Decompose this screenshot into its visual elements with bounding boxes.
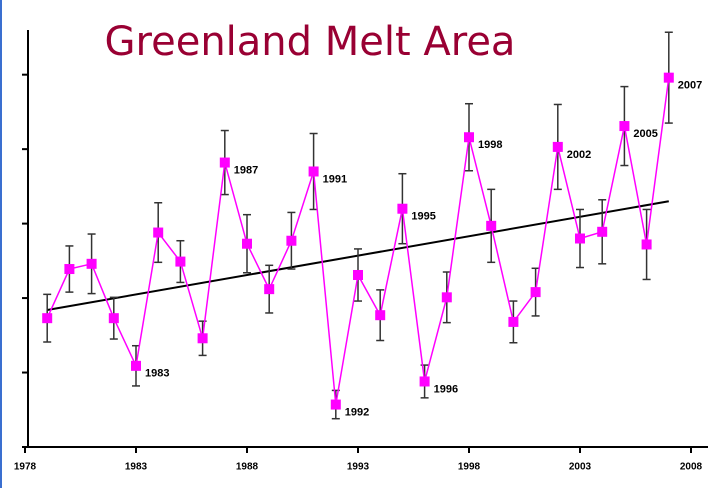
x-tick-label: 2003: [569, 462, 592, 473]
point: [642, 239, 652, 249]
point-label: 2002: [567, 149, 591, 161]
point: [64, 264, 74, 274]
point: [619, 121, 629, 131]
x-tick-label: 1993: [347, 462, 370, 473]
point: [331, 400, 341, 410]
point: [87, 259, 97, 269]
point-label: 2005: [633, 128, 657, 140]
point-label: 1991: [323, 173, 347, 185]
point: [575, 234, 585, 244]
point: [131, 361, 141, 371]
point: [353, 270, 363, 280]
point: [242, 239, 252, 249]
point: [553, 142, 563, 152]
point: [309, 166, 319, 176]
point: [264, 284, 274, 294]
point: [486, 221, 496, 231]
point-label: 2007: [678, 80, 702, 92]
x-tick-label: 1983: [125, 462, 148, 473]
point-label: 1996: [434, 383, 458, 395]
point: [175, 257, 185, 267]
chart: Greenland Melt Area 1978 1983 1988 1993 1998…: [0, 0, 710, 488]
point-label: 1983: [145, 368, 169, 380]
chart-title: Greenland Melt Area: [105, 19, 516, 65]
point: [464, 132, 474, 142]
point: [597, 227, 607, 237]
point: [397, 204, 407, 214]
point-label: 1992: [345, 406, 369, 418]
x-tick-label: 2008: [680, 462, 703, 473]
point: [664, 73, 674, 83]
point: [198, 333, 208, 343]
point: [442, 292, 452, 302]
point-label: 1995: [411, 211, 435, 223]
x-tick-label: 1998: [458, 462, 481, 473]
point-label: 1998: [478, 139, 502, 151]
point: [508, 317, 518, 327]
point: [420, 376, 430, 386]
point: [153, 228, 163, 238]
point: [220, 158, 230, 168]
x-tick-label: 1988: [236, 462, 259, 473]
point: [375, 310, 385, 320]
point: [42, 313, 52, 323]
point-label: 1987: [234, 164, 258, 176]
x-tick-label: 1978: [14, 462, 37, 473]
point: [286, 236, 296, 246]
point: [531, 287, 541, 297]
point: [109, 313, 119, 323]
